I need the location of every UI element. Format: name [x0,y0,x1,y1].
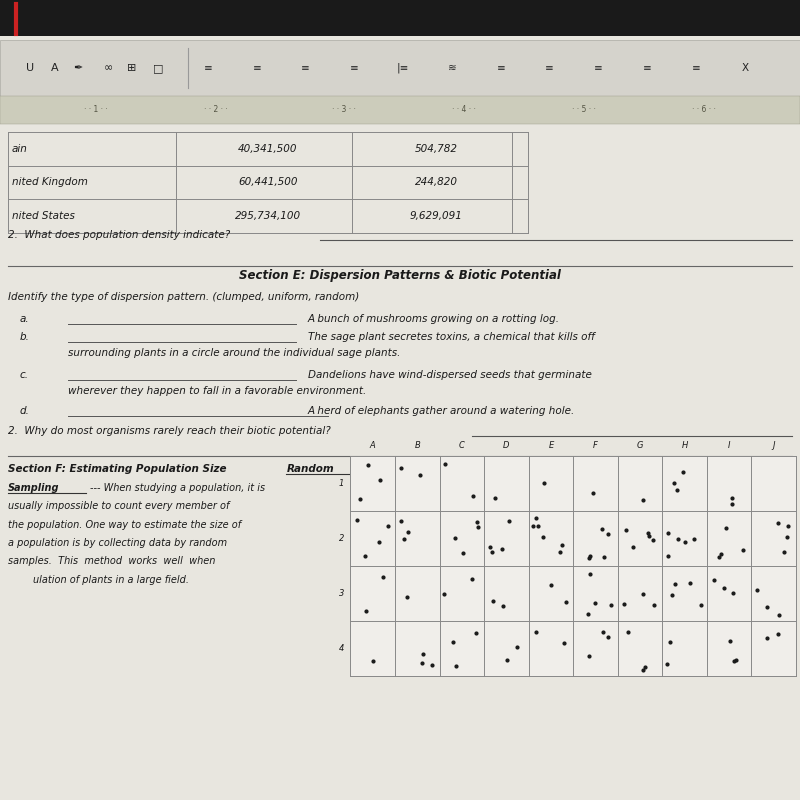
Text: a population is by collecting data by random: a population is by collecting data by ra… [8,538,227,548]
Text: ≡: ≡ [643,63,651,73]
Text: A herd of elephants gather around a watering hole.: A herd of elephants gather around a wate… [308,406,575,416]
Text: H: H [682,441,688,450]
Text: · · 5 · ·: · · 5 · · [572,106,596,114]
Text: 504,782: 504,782 [414,144,458,154]
Text: Section F: Estimating Population Size: Section F: Estimating Population Size [8,464,230,474]
Text: usually impossible to count every member of: usually impossible to count every member… [8,501,230,511]
Text: Section E: Dispersion Patterns & Biotic Potential: Section E: Dispersion Patterns & Biotic … [239,269,561,282]
Text: Identify the type of dispersion pattern. (clumped, uniform, random): Identify the type of dispersion pattern.… [8,292,359,302]
Text: samples.  This  method  works  well  when: samples. This method works well when [8,557,215,566]
Text: b.: b. [20,333,30,342]
Text: A bunch of mushrooms growing on a rotting log.: A bunch of mushrooms growing on a rottin… [308,314,560,324]
Text: ≡: ≡ [302,63,310,73]
Bar [350,456,796,676]
Text: E: E [548,441,554,450]
Text: --- When studying a population, it is: --- When studying a population, it is [90,482,265,493]
Text: ≡: ≡ [594,63,602,73]
Text: 3: 3 [338,589,344,598]
Text: J: J [773,441,775,450]
Text: D: D [503,441,510,450]
Text: ≡: ≡ [253,63,261,73]
Text: □: □ [153,63,164,73]
Text: wherever they happen to fall in a favorable environment.: wherever they happen to fall in a favora… [68,386,366,396]
Text: F: F [593,441,598,450]
Text: |≡: |≡ [397,62,410,74]
Text: 1: 1 [338,479,344,488]
Text: ulation of plants in a large field.: ulation of plants in a large field. [8,574,189,585]
Text: c.: c. [20,370,29,380]
Text: A: A [370,441,375,450]
Bar [0,0,800,36]
Text: · · 3 · ·: · · 3 · · [332,106,356,114]
Text: ain: ain [12,144,28,154]
Text: 4: 4 [338,644,344,653]
Text: ⊞: ⊞ [127,63,137,73]
Text: · · 6 · ·: · · 6 · · [692,106,716,114]
Text: surrounding plants in a circle around the individual sage plants.: surrounding plants in a circle around th… [68,349,400,358]
Text: ✒: ✒ [74,63,83,73]
Text: ∞: ∞ [103,63,113,73]
Text: Random: Random [286,464,334,474]
Text: 2.  Why do most organisms rarely reach their biotic potential?: 2. Why do most organisms rarely reach th… [8,426,330,436]
Text: · · 4 · ·: · · 4 · · [452,106,476,114]
Text: the population. One way to estimate the size of: the population. One way to estimate the … [8,520,241,530]
Text: G: G [637,441,643,450]
Text: nited Kingdom: nited Kingdom [12,178,88,187]
Text: 60,441,500: 60,441,500 [238,178,298,187]
Text: A: A [50,63,58,73]
Text: 244,820: 244,820 [414,178,458,187]
Text: 9,629,091: 9,629,091 [410,211,462,221]
Text: d.: d. [20,406,30,416]
Text: ≡: ≡ [204,63,212,73]
Bar [0,96,800,124]
Text: Sampling: Sampling [8,482,59,493]
Text: ≡: ≡ [497,63,505,73]
Text: X: X [742,63,748,73]
Text: C: C [459,441,465,450]
Text: ≡: ≡ [546,63,554,73]
Text: 2: 2 [338,534,344,543]
Text: U: U [26,63,34,73]
Text: B: B [414,441,420,450]
Text: Dandelions have wind-dispersed seeds that germinate: Dandelions have wind-dispersed seeds tha… [308,370,592,380]
Text: ≡: ≡ [350,63,358,73]
Text: · · 2 · ·: · · 2 · · [204,106,228,114]
Text: I: I [728,441,730,450]
Text: 40,341,500: 40,341,500 [238,144,298,154]
Text: ≋: ≋ [448,63,456,73]
Text: ≡: ≡ [692,63,700,73]
Bar [0,40,800,96]
Text: · · 1 · ·: · · 1 · · [84,106,108,114]
Text: a.: a. [20,314,30,324]
Text: nited States: nited States [12,211,75,221]
Text: 295,734,100: 295,734,100 [235,211,301,221]
Text: The sage plant secretes toxins, a chemical that kills off: The sage plant secretes toxins, a chemic… [308,333,594,342]
Text: 2.  What does population density indicate?: 2. What does population density indicate… [8,230,230,240]
